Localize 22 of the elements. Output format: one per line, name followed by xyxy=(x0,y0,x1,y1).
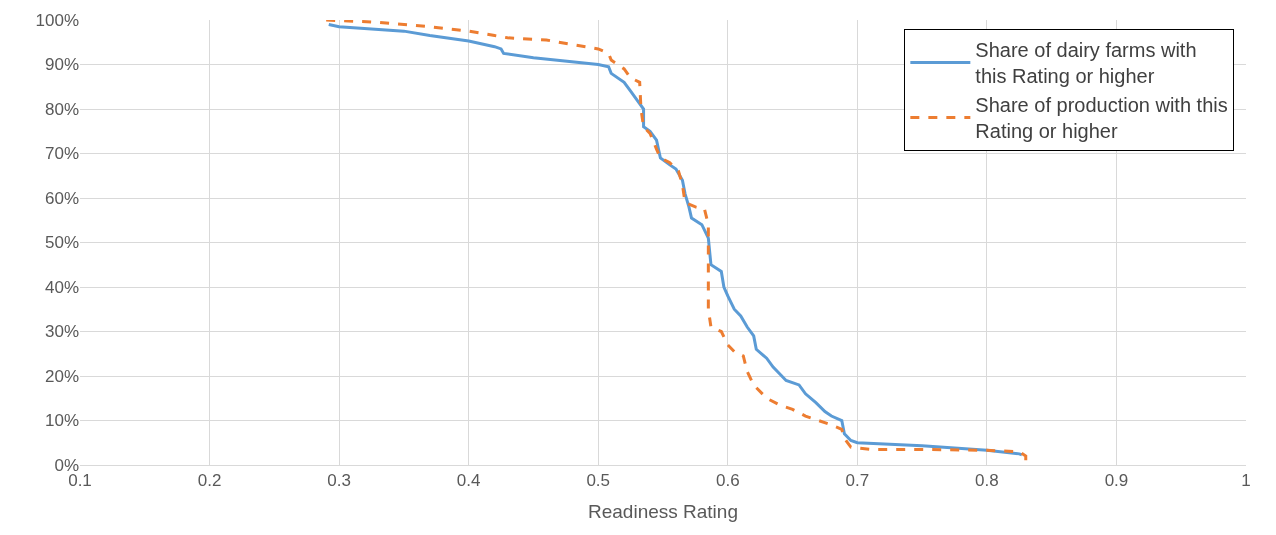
y-tick-label: 30% xyxy=(44,322,79,342)
x-tick-label: 1 xyxy=(1241,471,1251,491)
y-tick-label: 40% xyxy=(44,277,79,297)
y-tick-label: 70% xyxy=(44,144,79,164)
x-axis-title: Readiness Rating xyxy=(588,501,738,523)
y-tick-label: 80% xyxy=(44,99,79,119)
legend-label: Share of production with this Rating or higher xyxy=(975,94,1228,143)
y-tick-label: 50% xyxy=(44,233,79,253)
y-tick-label: 10% xyxy=(44,411,79,431)
y-tick-label: 90% xyxy=(44,55,79,75)
y-tick-label: 100% xyxy=(35,10,79,30)
x-tick-label: 0.9 xyxy=(1104,471,1129,491)
x-tick-label: 0.7 xyxy=(845,471,870,491)
y-tick-label: 60% xyxy=(44,188,79,208)
x-tick-label: 0.5 xyxy=(586,471,611,491)
x-tick-label: 0.6 xyxy=(715,471,740,491)
x-tick-label: 0.4 xyxy=(456,471,481,491)
legend-label: Share of dairy farms with this Rating or higher xyxy=(975,39,1197,88)
x-tick-label: 0.3 xyxy=(327,471,351,491)
y-tick-label: 20% xyxy=(44,366,79,386)
x-tick-label: 0.2 xyxy=(197,471,222,491)
x-tick-label: 0.8 xyxy=(975,471,999,491)
